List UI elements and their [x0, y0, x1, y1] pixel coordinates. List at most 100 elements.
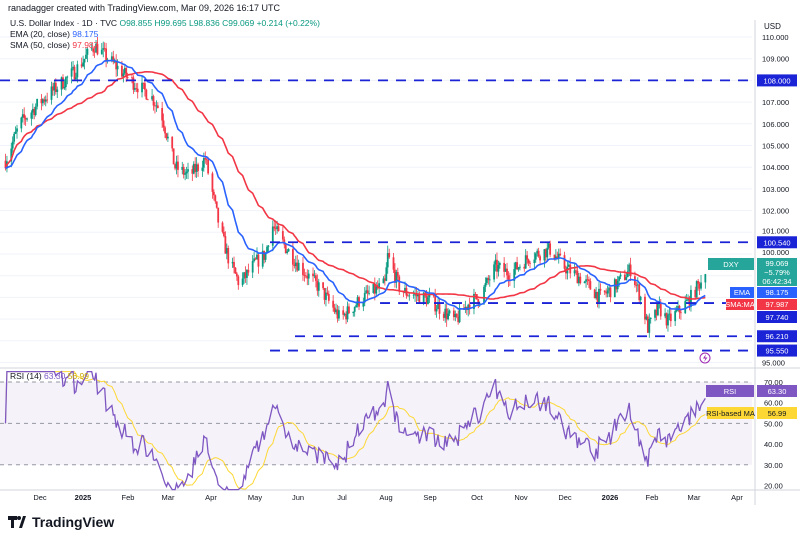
rsi-legend-value: 63.30 — [44, 371, 66, 381]
candle-body — [386, 253, 389, 268]
tradingview-logo[interactable]: TradingView — [8, 514, 114, 530]
candle-body — [244, 272, 247, 278]
sma-legend-label[interactable]: SMA (50, close) — [10, 40, 70, 50]
rsi-legend-label[interactable]: RSI (14) — [10, 371, 42, 381]
candle — [523, 263, 526, 272]
candle — [488, 275, 491, 287]
candle — [494, 254, 497, 272]
candle-body — [588, 279, 590, 282]
candle — [667, 309, 669, 332]
sma-tag: SMA:MA — [725, 300, 755, 309]
candle — [586, 274, 589, 286]
candle — [412, 290, 415, 299]
candle-body — [132, 77, 135, 90]
candle-body — [294, 262, 297, 267]
candle-body — [667, 314, 669, 326]
candle — [254, 257, 257, 261]
candle — [337, 305, 340, 321]
candle — [40, 93, 43, 111]
candle-body — [425, 295, 428, 305]
candle-body — [221, 222, 224, 232]
candle — [72, 61, 74, 71]
candle — [444, 303, 447, 323]
candle — [386, 245, 389, 274]
candle-body — [146, 99, 149, 101]
candle — [204, 151, 207, 164]
candle-body — [322, 282, 324, 289]
symbol-title[interactable]: U.S. Dollar Index · 1D · TVC — [10, 18, 118, 28]
candle — [185, 166, 188, 179]
candle — [136, 82, 139, 99]
candle-body — [323, 288, 326, 300]
candle — [503, 257, 506, 278]
candle-body — [126, 77, 129, 78]
candle — [201, 160, 204, 177]
tradingview-logo-icon — [8, 516, 26, 528]
candle — [487, 275, 490, 285]
candle-body — [312, 273, 314, 277]
candle-body — [332, 300, 335, 308]
time-axis-label: Dec — [33, 493, 47, 502]
candle-body — [327, 294, 330, 301]
candle — [261, 243, 264, 269]
price-axis-label: 107.000 — [762, 98, 789, 107]
candle — [100, 42, 103, 55]
candle-body — [4, 160, 7, 169]
level-price-label: 100.540 — [763, 238, 790, 247]
candle — [415, 287, 418, 304]
candle — [674, 307, 677, 326]
candle-body — [345, 313, 347, 320]
candle-body — [445, 308, 448, 320]
candle-body — [133, 88, 136, 90]
candle-body — [557, 253, 560, 259]
candle — [53, 79, 56, 96]
candle-body — [197, 164, 199, 171]
candle-body — [276, 226, 279, 230]
candle-body — [20, 117, 23, 129]
currency-label[interactable]: USD — [764, 22, 781, 31]
candle — [23, 107, 26, 125]
candle — [496, 252, 498, 279]
lightning-icon[interactable] — [699, 352, 711, 364]
candle-body — [116, 65, 119, 70]
candle-body — [353, 307, 356, 312]
ema-legend-label[interactable]: EMA (20, close) — [10, 29, 70, 39]
dxy-tag: DXY — [723, 260, 738, 269]
candle — [20, 116, 23, 133]
candle-body — [375, 286, 378, 294]
candle — [445, 301, 448, 327]
candle-body — [273, 226, 276, 229]
candle — [452, 307, 455, 321]
candle-body — [536, 250, 539, 254]
candle — [385, 262, 388, 282]
candle — [589, 278, 592, 290]
candle-body — [64, 77, 67, 87]
candle — [21, 109, 24, 123]
level-price-label: 97.740 — [766, 313, 789, 322]
candle — [332, 295, 335, 312]
rsi-ma-value-tag-bg — [757, 407, 797, 419]
candle-body — [408, 295, 411, 297]
candle — [649, 317, 652, 324]
candle-body — [609, 287, 612, 298]
candle-body — [202, 158, 205, 168]
candle — [458, 303, 461, 324]
candle-body — [254, 258, 257, 260]
candle — [156, 102, 159, 109]
candle-body — [201, 167, 204, 171]
candle-body — [343, 313, 346, 315]
candle-body — [573, 270, 576, 274]
candle-body — [185, 171, 188, 174]
candle — [438, 298, 441, 320]
candle-body — [496, 259, 498, 272]
candle — [281, 226, 284, 243]
candle-body — [113, 61, 116, 63]
candle-body — [44, 99, 47, 102]
candle-body — [82, 62, 85, 67]
candle-body — [685, 300, 688, 302]
candle-body — [576, 270, 579, 284]
candle-body — [286, 251, 289, 254]
candle-body — [307, 273, 310, 279]
candle-body — [618, 276, 621, 281]
